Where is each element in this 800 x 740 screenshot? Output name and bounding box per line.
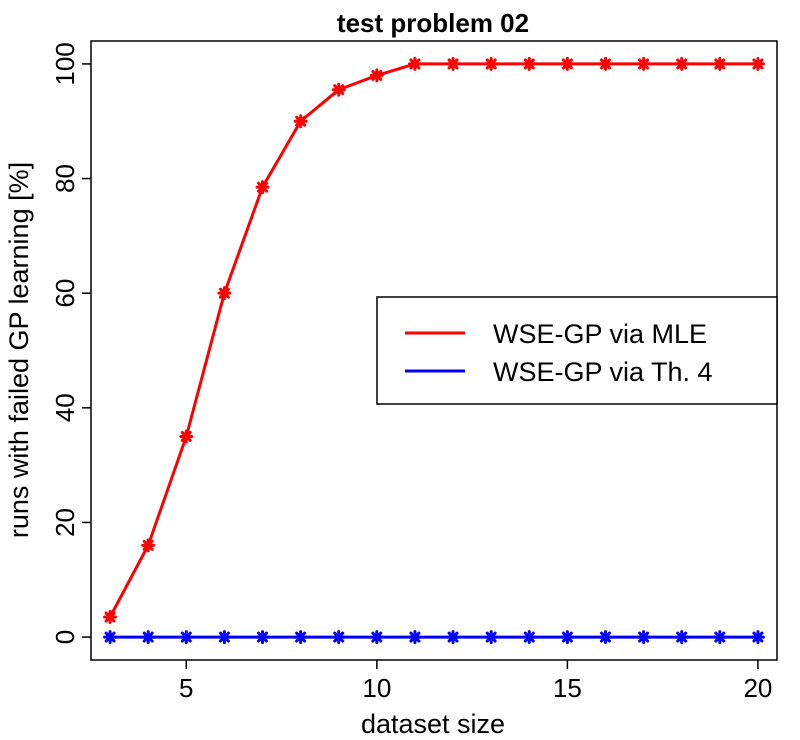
y-tick-label: 60	[50, 279, 80, 308]
data-point	[141, 630, 156, 645]
data-point	[522, 56, 537, 71]
data-point	[369, 630, 384, 645]
y-tick-label: 20	[50, 508, 80, 537]
data-point	[103, 610, 118, 625]
data-point	[560, 630, 575, 645]
data-point	[484, 630, 499, 645]
legend-label: WSE-GP via Th. 4	[493, 357, 713, 387]
data-point	[560, 56, 575, 71]
data-point	[598, 630, 613, 645]
y-tick-label: 100	[50, 42, 80, 85]
data-point	[217, 286, 232, 301]
data-point	[636, 56, 651, 71]
data-point	[446, 630, 461, 645]
data-point	[217, 630, 232, 645]
data-point	[446, 56, 461, 71]
y-tick-label: 40	[50, 393, 80, 422]
data-point	[331, 82, 346, 97]
data-point	[674, 630, 689, 645]
data-point	[598, 56, 613, 71]
legend-box	[376, 296, 778, 405]
data-point	[712, 630, 727, 645]
x-axis-label: dataset size	[361, 709, 505, 739]
data-point	[293, 114, 308, 129]
legend: WSE-GP via MLE WSE-GP via Th. 4	[376, 296, 778, 405]
data-point	[407, 56, 422, 71]
data-point	[179, 630, 194, 645]
data-point	[750, 56, 765, 71]
x-tick-label: 20	[743, 673, 772, 703]
data-point	[103, 630, 118, 645]
data-point	[179, 429, 194, 444]
data-point	[522, 630, 537, 645]
data-point	[369, 68, 384, 83]
y-tick-label: 80	[50, 164, 80, 193]
x-tick-label: 15	[553, 673, 582, 703]
data-point	[674, 56, 689, 71]
data-point	[141, 538, 156, 553]
data-point	[407, 630, 422, 645]
data-point	[484, 56, 499, 71]
y-tick-label: 0	[50, 630, 80, 644]
data-point	[750, 630, 765, 645]
x-tick-label: 10	[362, 673, 391, 703]
legend-label: WSE-GP via MLE	[493, 319, 707, 349]
data-point	[255, 180, 270, 195]
data-point	[255, 630, 270, 645]
data-point	[331, 630, 346, 645]
data-point	[712, 56, 727, 71]
data-point	[636, 630, 651, 645]
y-axis-label: runs with failed GP learning [%]	[4, 162, 34, 538]
x-tick-label: 5	[179, 673, 193, 703]
chart-title: test problem 02	[337, 8, 529, 38]
data-point	[293, 630, 308, 645]
